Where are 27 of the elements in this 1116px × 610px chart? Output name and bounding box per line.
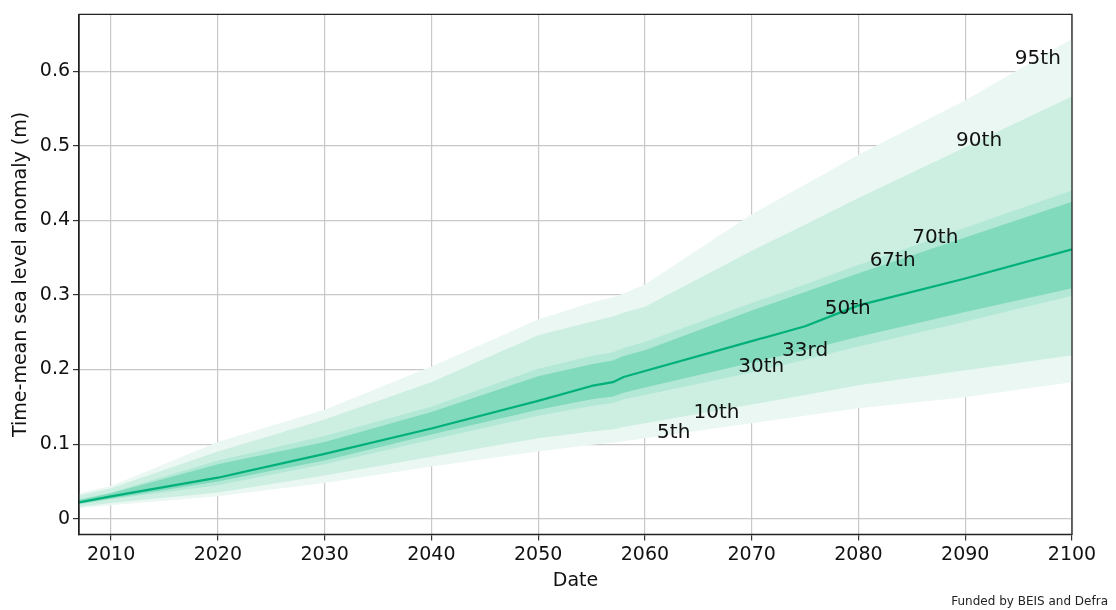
y-tick-label: 0.2 xyxy=(39,356,71,379)
y-tick-label: 0.5 xyxy=(39,132,71,155)
y-axis-title: Time-mean sea level anomaly (m) xyxy=(8,111,31,438)
annotation: 95th xyxy=(1014,44,1061,69)
annotation: 70th xyxy=(912,224,959,249)
x-tick-label: 2030 xyxy=(300,541,349,564)
x-tick-label: 2070 xyxy=(727,541,776,564)
y-tick-label: 0.6 xyxy=(39,58,71,81)
x-tick-label: 2010 xyxy=(86,541,136,564)
annotation: 5th xyxy=(657,419,691,444)
x-tick-label: 2040 xyxy=(407,541,456,564)
y-tick-label: 0 xyxy=(57,505,71,528)
x-tick-label: 2050 xyxy=(513,541,563,564)
x-axis-title: Date xyxy=(552,567,599,590)
annotation: 10th xyxy=(693,399,740,423)
x-tick-label: 2080 xyxy=(834,541,883,564)
x-tick-label: 2020 xyxy=(193,541,242,564)
text: Funded by BEIS and Defra xyxy=(951,594,1108,608)
annotation: 33rd xyxy=(782,337,829,362)
y-tick-label: 0.4 xyxy=(39,207,71,230)
y-tick-label: 0.1 xyxy=(39,431,71,454)
x-tick-label: 2060 xyxy=(620,541,670,564)
annotation: 67th xyxy=(869,246,916,271)
x-tick-label: 2100 xyxy=(1047,541,1097,564)
x-tick-label: 2090 xyxy=(941,541,990,564)
annotation: 90th xyxy=(956,126,1003,151)
y-tick-label: 0.3 xyxy=(39,281,71,304)
